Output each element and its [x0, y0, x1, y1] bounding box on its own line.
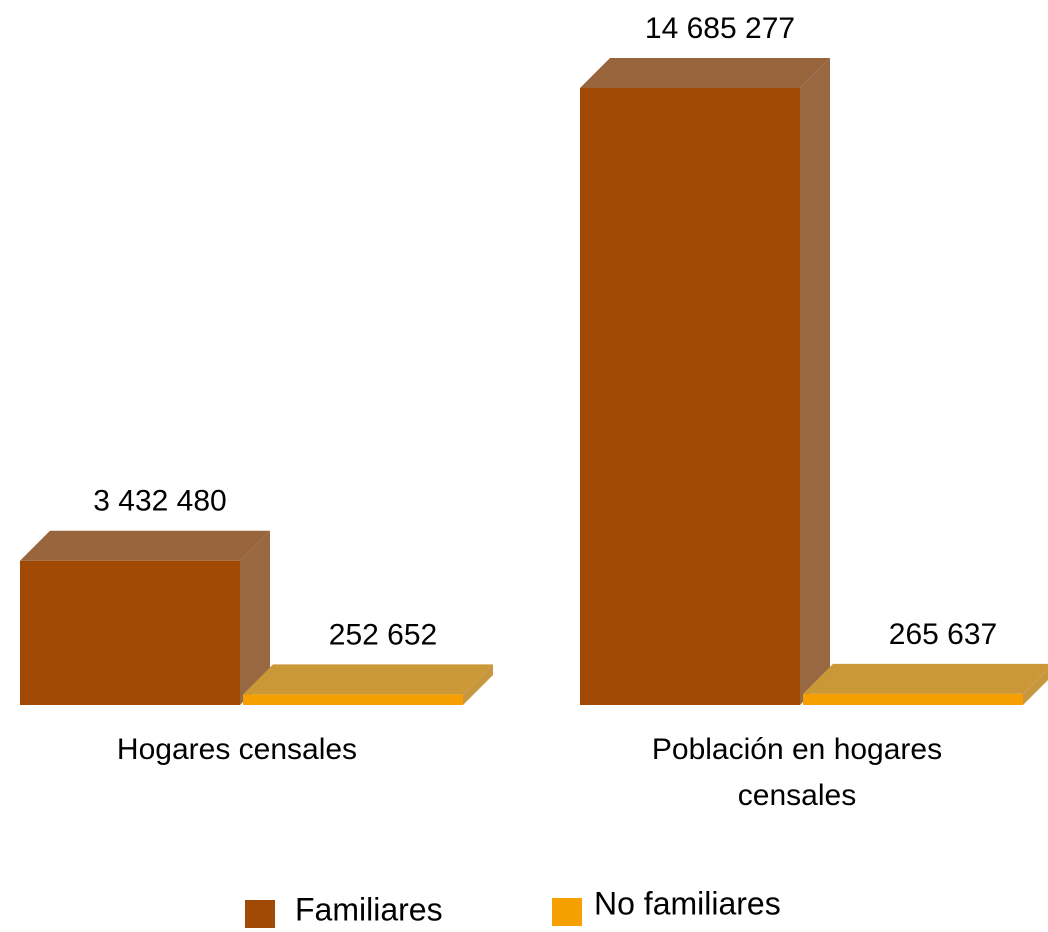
bar: [803, 663, 1048, 705]
category-label: Hogares censales: [116, 733, 358, 766]
value-label: 265 637: [889, 618, 997, 651]
bar-top: [803, 663, 1048, 694]
value-label: 3 432 480: [93, 485, 226, 518]
value-label: 14 685 277: [645, 12, 795, 45]
bar-side: [463, 664, 493, 705]
bar-top: [243, 664, 493, 695]
value-label: 252 652: [329, 618, 437, 651]
bar: [243, 664, 493, 705]
bar-side: [1023, 668, 1048, 705]
bar-top: [580, 58, 830, 88]
bar-front: [803, 693, 1023, 705]
category-label: Población en hogares censales: [651, 733, 943, 812]
bar-side: [240, 530, 270, 705]
legend-swatch: [245, 900, 275, 928]
bar-front: [580, 88, 800, 705]
bar-front: [20, 560, 240, 705]
bar-side: [800, 58, 830, 705]
bar-front: [243, 694, 463, 705]
legend-label: Familiares: [295, 891, 443, 927]
bar: [580, 58, 830, 705]
legend-swatch: [552, 898, 582, 926]
bar-top: [20, 530, 270, 561]
bar: [20, 530, 270, 705]
legend-label: No familiares: [594, 885, 781, 921]
